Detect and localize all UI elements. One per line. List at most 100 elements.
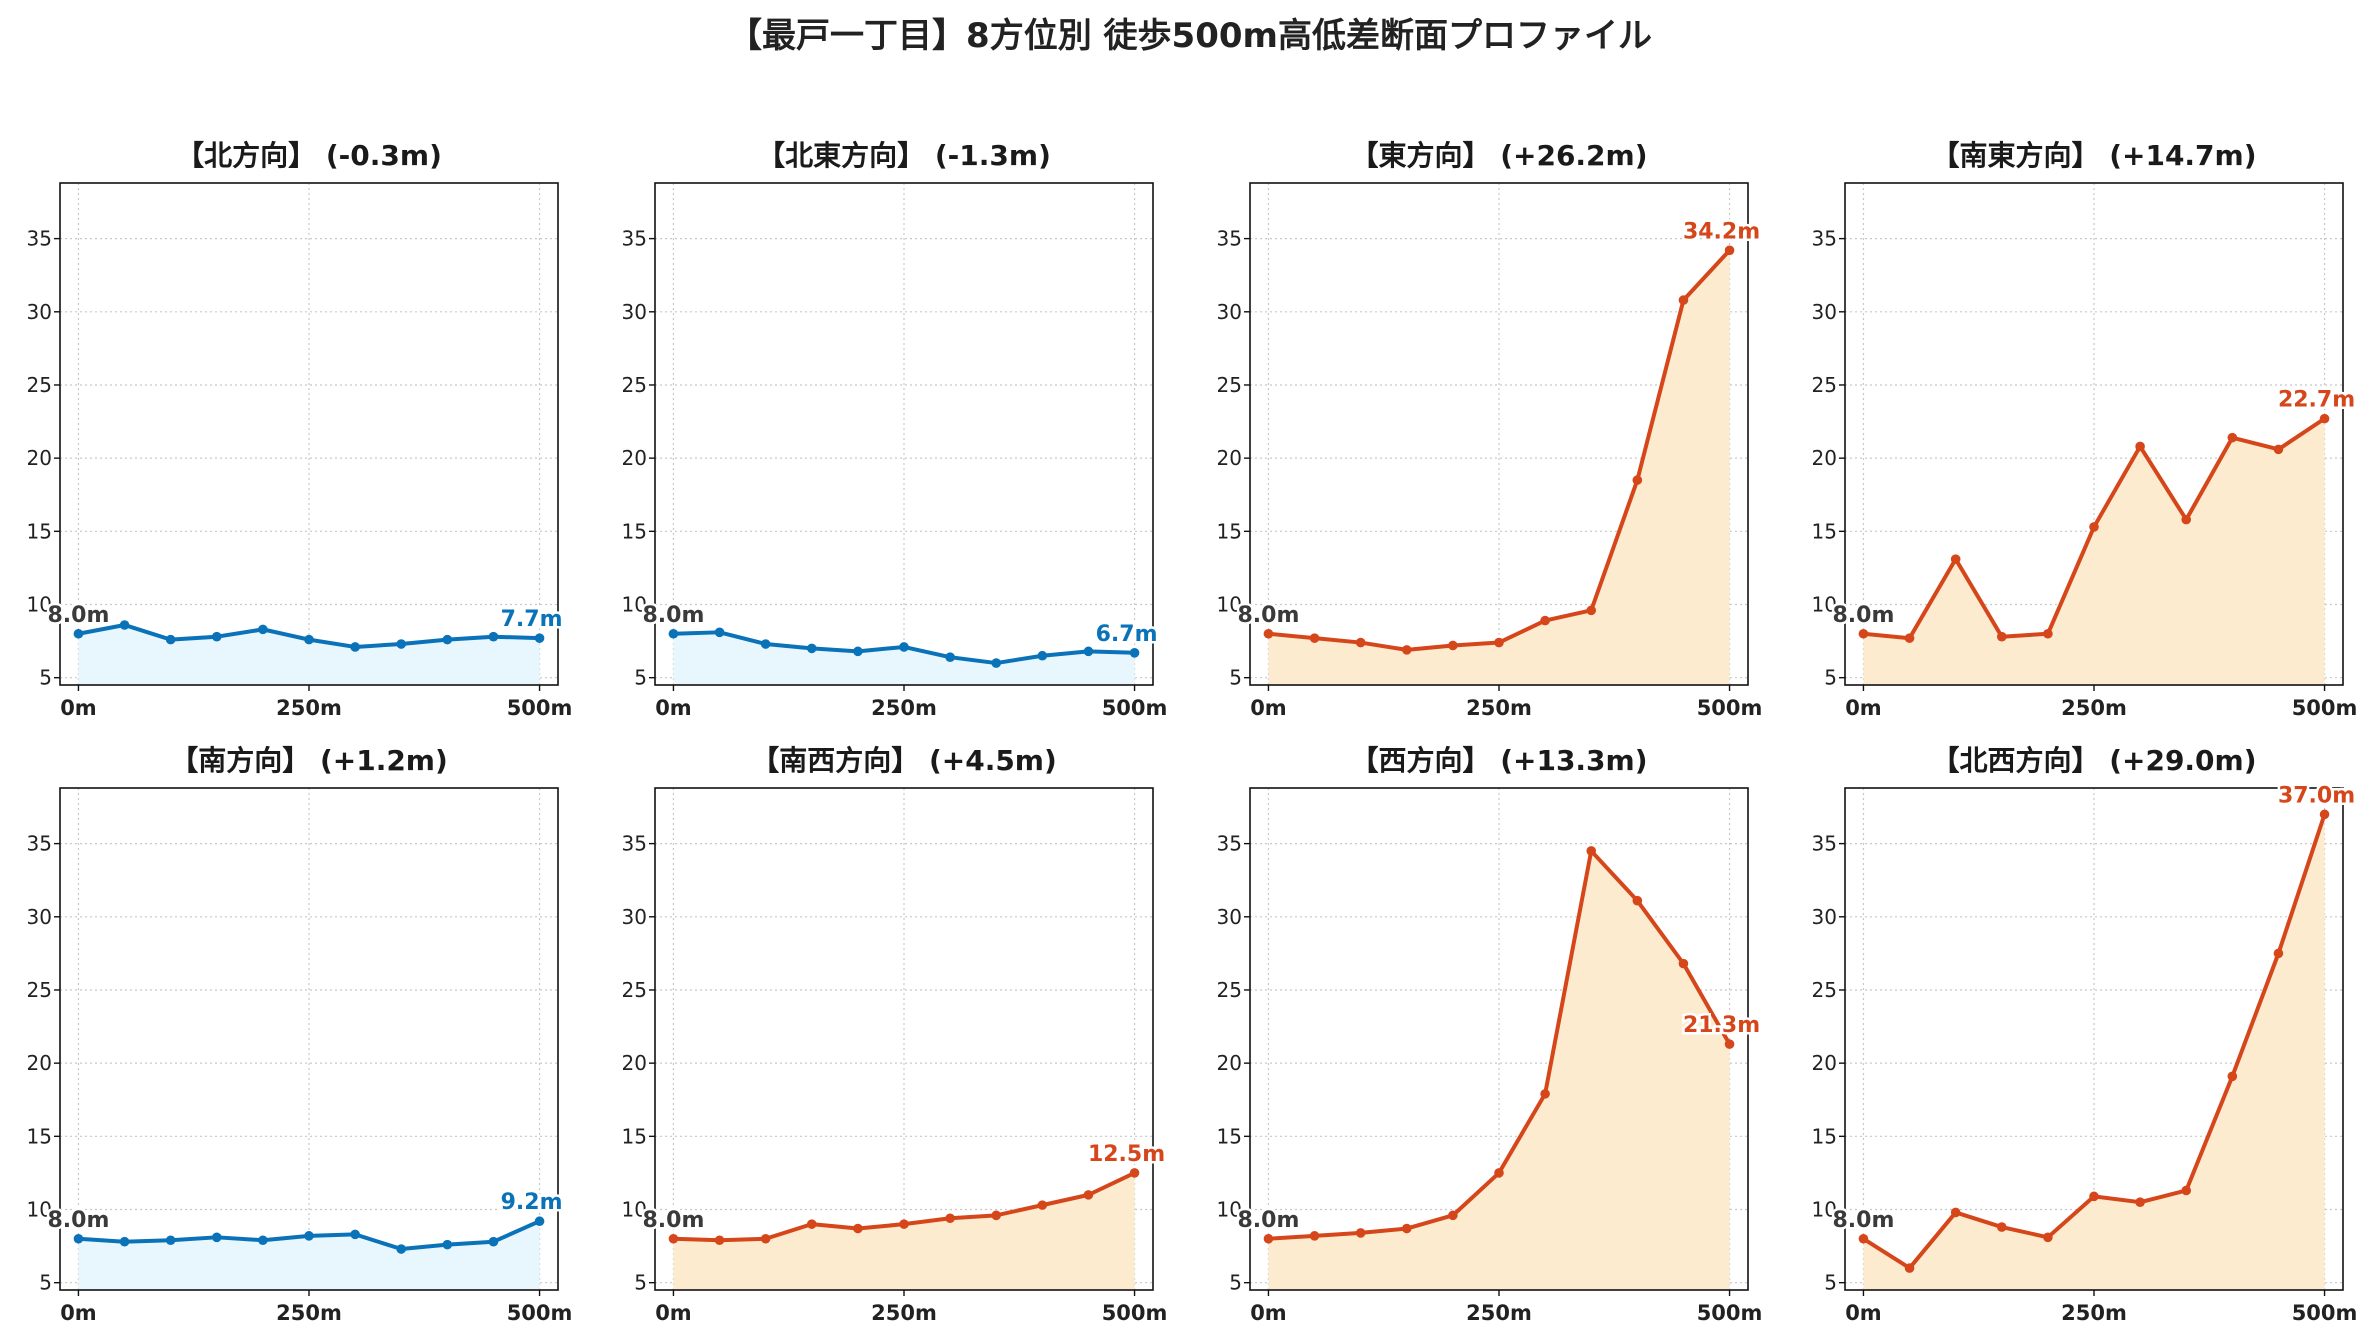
y-tick-label: 5 xyxy=(1229,666,1242,690)
data-point xyxy=(73,1233,84,1244)
data-point xyxy=(396,639,407,649)
data-point xyxy=(1263,628,1274,639)
area-fill xyxy=(78,1221,540,1290)
subplot-2: 【北東方向】 (-1.3m) 5 10 15 20 25 30 35 0m 250m 500m 8.0… xyxy=(622,139,1168,720)
subplot-title: 【東方向】 (+26.2m) xyxy=(1350,139,1647,172)
y-tick-label: 15 xyxy=(622,1124,647,1148)
y-tick-label: 25 xyxy=(622,978,647,1002)
y-tick-label: 15 xyxy=(1217,1124,1242,1148)
data-point xyxy=(2135,1197,2145,1207)
data-point xyxy=(165,634,176,645)
x-tick-label: 250m xyxy=(2061,696,2127,720)
data-point xyxy=(534,1216,545,1227)
x-tick-label: 250m xyxy=(871,696,937,720)
x-tick-label: 0m xyxy=(1250,1301,1287,1325)
y-tick-label: 20 xyxy=(1812,1051,1837,1075)
y-tick-label: 20 xyxy=(27,1051,52,1075)
subplot-title: 【北方向】 (-0.3m) xyxy=(176,139,442,172)
data-point xyxy=(442,634,453,645)
y-tick-label: 20 xyxy=(1217,446,1242,470)
data-point xyxy=(1355,1228,1366,1238)
y-tick-label: 5 xyxy=(39,666,52,690)
data-point xyxy=(1904,1263,1915,1273)
data-point xyxy=(806,1219,817,1229)
x-tick-label: 250m xyxy=(276,696,342,720)
y-tick-label: 30 xyxy=(1812,905,1837,929)
subplot-8: 【北西方向】 (+29.0m) 5 10 15 20 25 30 35 0m 250m 500m 8.… xyxy=(1812,744,2358,1325)
data-point xyxy=(2319,809,2330,820)
y-tick-label: 10 xyxy=(1812,1198,1837,1222)
y-tick-label: 10 xyxy=(622,1198,647,1222)
y-tick-label: 30 xyxy=(27,905,52,929)
data-point xyxy=(1904,633,1915,643)
data-point xyxy=(1678,958,1689,969)
y-tick-label: 15 xyxy=(27,519,52,543)
x-tick-label: 500m xyxy=(507,1301,573,1325)
area-fill xyxy=(1863,418,2325,685)
data-point xyxy=(1858,628,1869,639)
y-tick-label: 30 xyxy=(622,905,647,929)
data-point xyxy=(991,1210,1002,1221)
y-tick-label: 30 xyxy=(27,300,52,324)
y-tick-label: 10 xyxy=(27,593,52,617)
start-value-label: 8.0m xyxy=(1832,603,1894,628)
start-value-label: 8.0m xyxy=(642,603,704,628)
data-point xyxy=(806,643,817,654)
data-point xyxy=(1724,1039,1735,1049)
start-value-label: 8.0m xyxy=(1237,1208,1299,1233)
y-tick-label: 35 xyxy=(1217,832,1242,856)
data-point xyxy=(396,1244,407,1254)
data-point xyxy=(488,631,499,642)
data-point xyxy=(1494,1168,1504,1178)
data-point xyxy=(2089,1191,2099,1202)
y-tick-label: 15 xyxy=(27,1124,52,1148)
subplot-title: 【南東方向】 (+14.7m) xyxy=(1931,139,2256,172)
data-point xyxy=(1037,650,1048,661)
x-tick-label: 500m xyxy=(1102,696,1168,720)
y-tick-label: 15 xyxy=(1217,519,1242,543)
data-point xyxy=(668,1233,679,1244)
data-point xyxy=(2181,514,2192,525)
subplot-5: 【南方向】 (+1.2m) 5 10 15 20 25 30 35 0m 250m 500m 8.0m… xyxy=(27,744,573,1325)
start-value-label: 8.0m xyxy=(47,603,109,628)
data-point xyxy=(2181,1185,2192,1196)
x-tick-label: 250m xyxy=(1466,696,1532,720)
end-value-label: 6.7m xyxy=(1096,622,1158,647)
end-value-label: 22.7m xyxy=(2278,388,2355,413)
x-tick-label: 0m xyxy=(1845,696,1882,720)
y-tick-label: 15 xyxy=(1812,1124,1837,1148)
area-fill xyxy=(673,1172,1135,1290)
y-tick-label: 25 xyxy=(622,373,647,397)
data-point xyxy=(258,1235,268,1246)
y-tick-label: 30 xyxy=(1812,300,1837,324)
subplot-6: 【南西方向】 (+4.5m) 5 10 15 20 25 30 35 0m 250m 500m 8.0… xyxy=(622,744,1168,1325)
data-point xyxy=(1263,1233,1274,1244)
data-point xyxy=(211,1232,222,1243)
data-point xyxy=(534,633,545,643)
x-tick-label: 250m xyxy=(871,1301,937,1325)
end-value-label: 21.3m xyxy=(1683,1013,1760,1038)
data-point xyxy=(991,658,1002,668)
area-fill xyxy=(1268,850,1730,1290)
data-point xyxy=(1996,1222,2007,1232)
data-point xyxy=(760,1233,771,1244)
y-tick-label: 20 xyxy=(622,446,647,470)
data-point xyxy=(945,652,955,662)
area-fill xyxy=(1863,814,2325,1290)
data-point xyxy=(714,1235,725,1246)
y-tick-label: 30 xyxy=(1217,300,1242,324)
data-point xyxy=(668,628,679,639)
y-tick-label: 10 xyxy=(1812,593,1837,617)
end-value-label: 9.2m xyxy=(501,1190,563,1215)
y-tick-label: 35 xyxy=(27,832,52,856)
x-tick-label: 500m xyxy=(2292,1301,2358,1325)
x-tick-label: 0m xyxy=(1845,1301,1882,1325)
y-tick-label: 5 xyxy=(39,1271,52,1295)
y-tick-label: 25 xyxy=(1217,978,1242,1002)
data-point xyxy=(1540,1089,1550,1099)
y-tick-label: 5 xyxy=(634,1271,647,1295)
y-tick-label: 35 xyxy=(1217,227,1242,251)
y-tick-label: 10 xyxy=(27,1198,52,1222)
y-tick-label: 30 xyxy=(622,300,647,324)
